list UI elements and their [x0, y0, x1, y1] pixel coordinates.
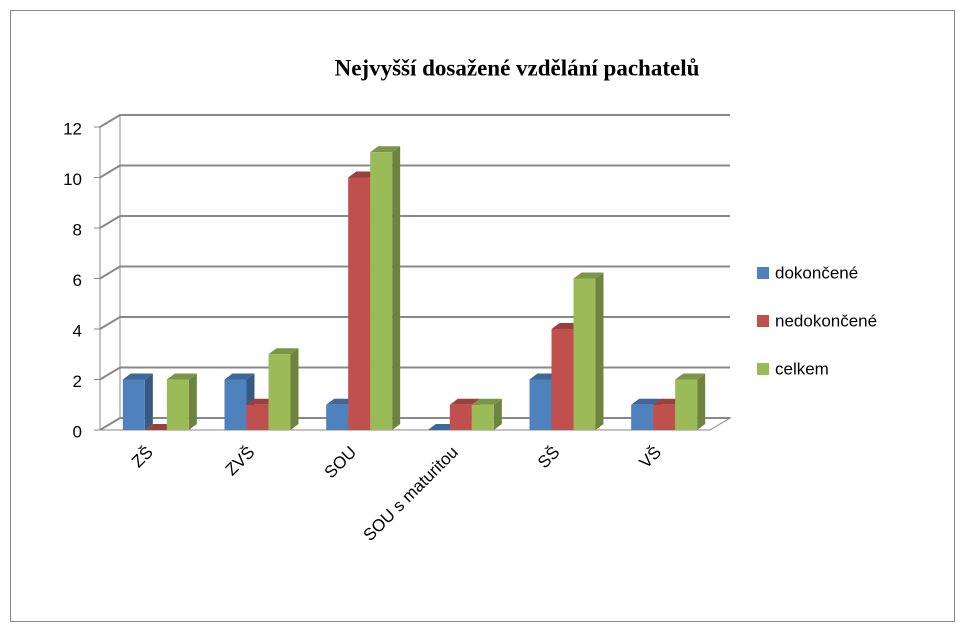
y-tick-label: 8 [73, 220, 82, 239]
bar [675, 373, 706, 430]
bar-front [449, 404, 472, 430]
bar-top [471, 398, 502, 405]
bar-front [246, 404, 269, 430]
bar-front [268, 354, 291, 430]
bar-side [144, 373, 153, 430]
bar-top [449, 398, 480, 405]
legend-swatch [757, 363, 769, 375]
grid-line [99, 265, 730, 280]
y-tick-label: 12 [63, 119, 82, 138]
bar [268, 348, 299, 430]
bar [370, 146, 401, 430]
y-tick-label: 4 [73, 321, 82, 340]
bar-top [224, 373, 255, 380]
bar-top [166, 373, 197, 380]
bar-front [653, 404, 676, 430]
bar-front [224, 379, 247, 430]
bar-side [392, 146, 401, 430]
grid-line [99, 417, 730, 431]
bar [471, 398, 502, 430]
bar-front [370, 152, 393, 430]
legend-label: celkem [775, 359, 829, 378]
chart-title: Nejvyšší dosažené vzdělání pachatelů [335, 55, 700, 80]
bar-top [370, 146, 401, 153]
grid-line [99, 316, 730, 330]
bar-top [268, 348, 299, 355]
bar-side [290, 348, 299, 430]
bar-side [188, 373, 197, 430]
bar-side [493, 398, 502, 430]
bar-front [551, 329, 574, 430]
bar-front [529, 379, 552, 430]
legend-label: nedokončené [775, 311, 877, 330]
bar [166, 373, 197, 430]
bar [122, 373, 153, 430]
bar-top [675, 373, 706, 380]
bar-front [631, 404, 654, 430]
bar-side [595, 272, 604, 430]
bar-front [348, 177, 371, 430]
bar-front [573, 278, 596, 430]
grid-line [99, 366, 730, 381]
y-tick-label: 2 [73, 372, 82, 391]
bar-top [573, 272, 604, 279]
grid-line [99, 114, 730, 128]
y-tick-label: 6 [73, 271, 82, 290]
legend-swatch [757, 315, 769, 327]
bar-side [697, 373, 706, 430]
bar-front [166, 379, 189, 430]
grid-line [99, 215, 730, 229]
bar [573, 272, 604, 430]
y-tick-label: 10 [63, 170, 82, 189]
grid-line [99, 164, 730, 179]
legend-swatch [757, 267, 769, 279]
bar-front [326, 404, 349, 430]
bar-front [122, 379, 145, 430]
bar-front [675, 379, 698, 430]
y-tick-label: 0 [73, 422, 82, 441]
legend-label: dokončené [775, 263, 858, 282]
bar-top [122, 373, 153, 380]
bar-top [631, 398, 662, 405]
bar-front [471, 404, 494, 430]
